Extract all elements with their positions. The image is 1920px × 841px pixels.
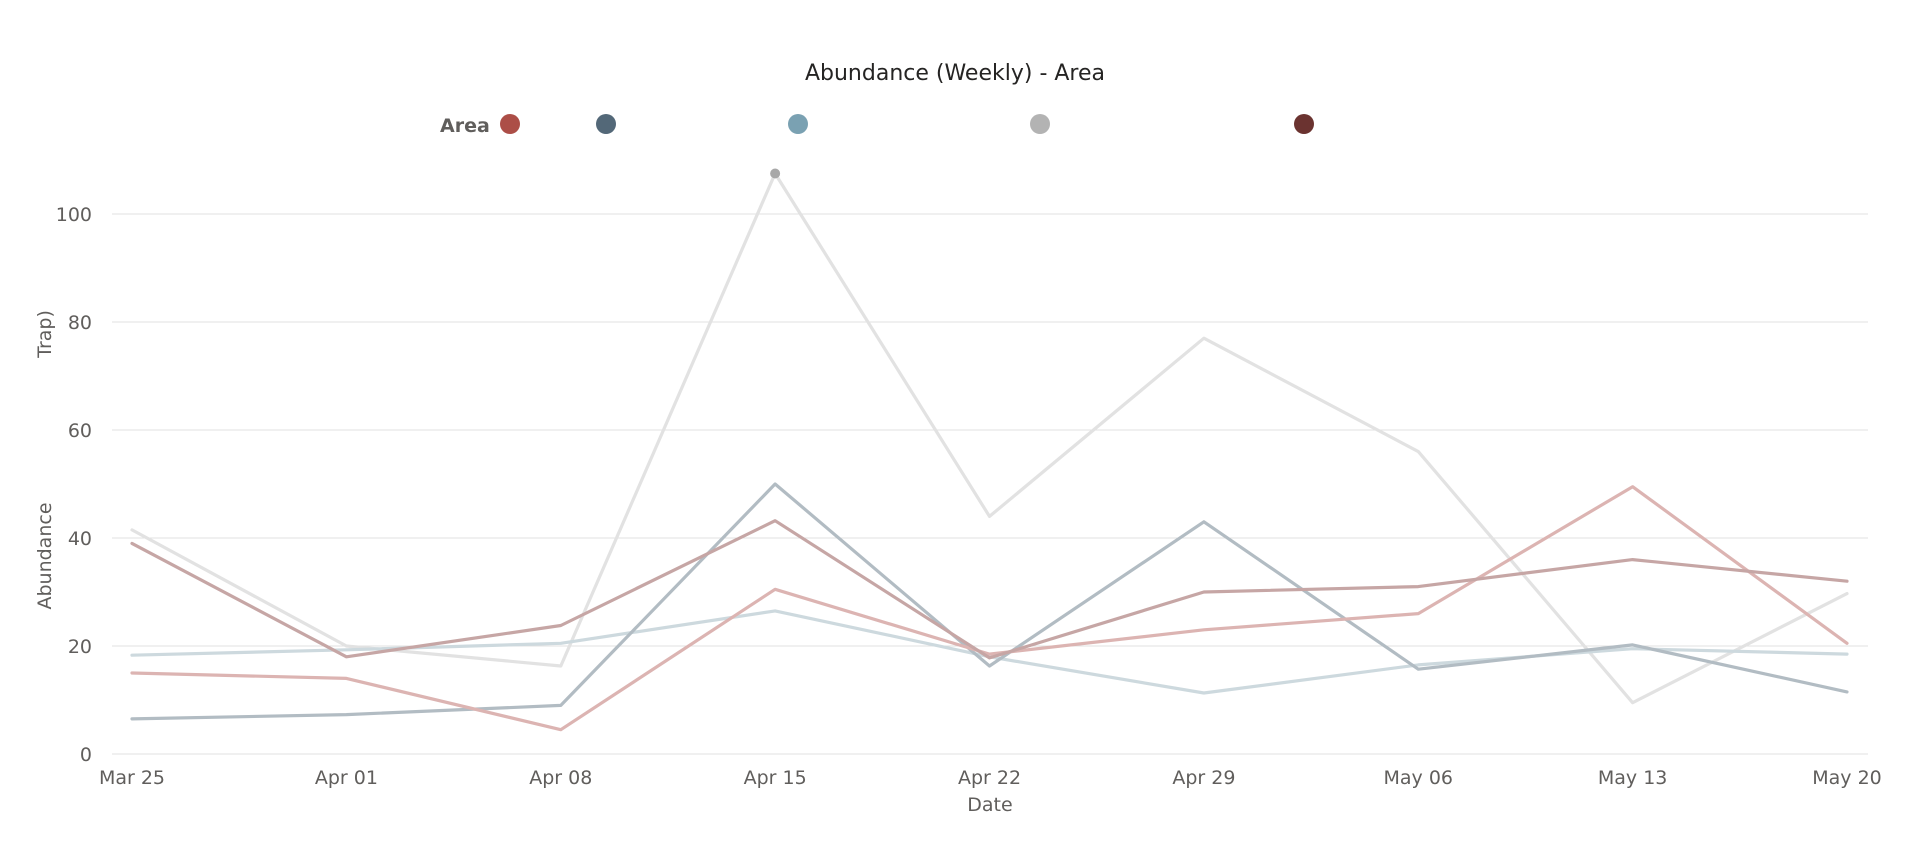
x-axis-label: Date (967, 794, 1012, 816)
y-tick-label: 80 (68, 312, 92, 334)
series-line-5[interactable] (130, 519, 1849, 660)
legend-marker-1[interactable] (500, 114, 520, 134)
legend-title: Area (440, 115, 490, 137)
x-tick-label: Apr 01 (315, 767, 378, 789)
legend-marker-4[interactable] (1030, 114, 1050, 134)
y-axis-label-upper: Trap) (34, 310, 56, 359)
x-tick-label: Mar 25 (99, 767, 165, 789)
series-line-2[interactable] (130, 482, 1849, 721)
y-axis-ticks: 0 20 40 60 80 100 (56, 204, 92, 766)
x-tick-label: May 20 (1812, 767, 1882, 789)
y-tick-label: 40 (68, 528, 92, 550)
x-tick-label: May 06 (1384, 767, 1454, 789)
x-tick-label: Apr 29 (1172, 767, 1235, 789)
series-line-1[interactable] (130, 485, 1849, 732)
legend-marker-5[interactable] (1294, 114, 1314, 134)
gridlines (112, 213, 1868, 755)
markers (770, 168, 781, 179)
data-point-marker[interactable] (770, 168, 781, 179)
series-line-4[interactable] (130, 171, 1849, 705)
chart-title: Abundance (Weekly) - Area (805, 61, 1105, 86)
x-axis-ticks: Mar 25 Apr 01 Apr 08 Apr 15 Apr 22 Apr 29 May … (99, 767, 1882, 789)
x-tick-label: Apr 08 (529, 767, 592, 789)
x-tick-label: Apr 15 (744, 767, 807, 789)
y-tick-label: 100 (56, 204, 92, 226)
y-axis-label-lower: Abundance (34, 502, 56, 609)
y-tick-label: 20 (68, 636, 92, 658)
y-tick-label: 0 (80, 744, 92, 766)
x-tick-label: May 13 (1598, 767, 1668, 789)
y-tick-label: 60 (68, 420, 92, 442)
legend: Area (440, 114, 1314, 137)
legend-marker-3[interactable] (788, 114, 808, 134)
legend-marker-2[interactable] (596, 114, 616, 134)
series-lines[interactable] (130, 171, 1849, 732)
x-tick-label: Apr 22 (958, 767, 1021, 789)
